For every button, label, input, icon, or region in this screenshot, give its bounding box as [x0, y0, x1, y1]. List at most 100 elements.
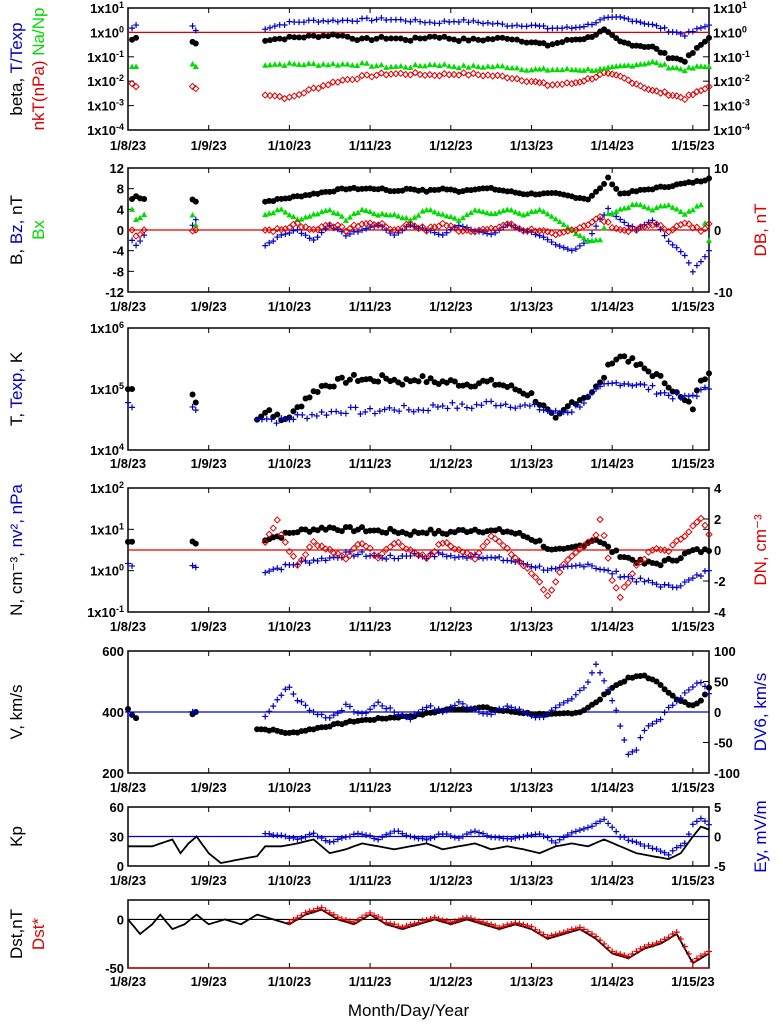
- series-db-point: [584, 221, 592, 229]
- series-nv2-point: [665, 582, 672, 589]
- series-dv6-point: [633, 747, 640, 754]
- series-dststar-point: [318, 904, 325, 911]
- series-ey-point: [484, 832, 491, 839]
- series-dststar-point: [334, 914, 341, 921]
- series-beta-point: [697, 41, 704, 48]
- series-dn-point: [273, 516, 281, 524]
- series-dv6-point: [451, 702, 458, 709]
- series-dststar-point: [363, 912, 370, 919]
- series-ey-point: [350, 831, 357, 838]
- series-nanp-point: [192, 63, 199, 70]
- series-nanp-point: [685, 64, 692, 70]
- series-nanp-point: [572, 66, 579, 73]
- series-dststar-point: [601, 940, 608, 947]
- series-t-point: [471, 383, 478, 390]
- series-beta-point: [480, 37, 487, 44]
- series-dststar-point: [427, 915, 434, 922]
- series-texp-point: [362, 409, 369, 416]
- series-ttexp-point: [617, 13, 624, 20]
- x-tick-label: 1/10/23: [268, 619, 311, 634]
- series-nanp-point: [653, 59, 660, 66]
- series-ey-point: [338, 834, 345, 841]
- series-n-point: [338, 528, 345, 535]
- series-nv2-point: [278, 566, 285, 573]
- series-t-point: [689, 406, 696, 413]
- series-bz-point: [706, 247, 712, 254]
- series-beta-point: [613, 35, 620, 42]
- series-dn-point: [418, 551, 427, 559]
- series-nanp-point: [523, 67, 530, 73]
- series-bx-point: [330, 209, 337, 216]
- series-nanp-point: [593, 67, 600, 73]
- series-dststar-point: [383, 919, 390, 926]
- series-dn-point: [612, 584, 620, 592]
- series-beta-point: [383, 35, 390, 42]
- series-db-point: [188, 227, 197, 235]
- series-dststar-point: [706, 948, 712, 955]
- series-v-point: [597, 696, 604, 703]
- y-tick-label: 8: [117, 182, 124, 197]
- series-n-point: [613, 547, 620, 554]
- series-dv6-point: [463, 704, 470, 711]
- series-nkt-point: [636, 82, 645, 90]
- series-dststar-point: [584, 928, 591, 935]
- series-bx-point: [431, 208, 438, 215]
- series-dv6-point: [681, 689, 688, 696]
- series-bx-point: [476, 207, 483, 214]
- series-nkt-point: [620, 74, 628, 82]
- series-dn-point: [572, 548, 580, 557]
- series-dv6-point: [641, 727, 648, 734]
- series-bz-point: [270, 238, 277, 245]
- series-dststar-point: [629, 951, 636, 958]
- series-ey-point: [322, 837, 329, 844]
- x-tick-label: 1/12/23: [429, 299, 472, 314]
- series-texp-point: [633, 381, 640, 388]
- series-dv6-point: [375, 699, 382, 706]
- x-tick-label: 1/10/23: [268, 299, 311, 314]
- series-nkt-point: [484, 71, 492, 79]
- x-tick-label: 1/15/23: [671, 619, 714, 634]
- y-tick-label: 0: [117, 912, 124, 927]
- series-nanp-point: [613, 63, 620, 69]
- y2-axis-label: DV6, km/s: [751, 673, 770, 751]
- series-t-point: [706, 370, 712, 377]
- series-bx-point: [354, 209, 361, 215]
- series-dv6-point: [685, 686, 692, 693]
- series-db-point: [604, 218, 612, 226]
- series-dn-point: [479, 542, 487, 551]
- series-dv6-point: [411, 711, 418, 718]
- series-bx-point: [516, 210, 523, 216]
- series-nv2-point: [359, 548, 366, 555]
- series-texp-point: [641, 381, 648, 388]
- series-nkt-point: [608, 70, 616, 78]
- series-dv6-point: [419, 706, 426, 713]
- series-texp-point: [478, 402, 485, 409]
- series-texp-point: [706, 386, 712, 392]
- series-dv6-point: [298, 698, 305, 705]
- series-ttexp-point: [281, 22, 288, 29]
- series-dststar-point: [520, 921, 527, 928]
- series-ttexp-point: [436, 20, 443, 27]
- series-texp-point: [625, 381, 632, 388]
- series-beta-point: [470, 35, 477, 42]
- series-nanp-point: [407, 64, 414, 70]
- series-texp-point: [449, 399, 456, 406]
- series-db-point: [620, 226, 628, 234]
- y2-tick-label: 1x10-4: [713, 122, 750, 138]
- series-texp-point: [517, 403, 524, 410]
- series-dststar-point: [480, 919, 487, 926]
- series-nkt-point: [372, 71, 381, 79]
- series-texp-point: [669, 395, 676, 402]
- series-nanp-point: [494, 62, 501, 69]
- series-dn-point: [394, 538, 403, 547]
- series-dv6-point: [568, 695, 575, 702]
- series-dv6-point: [576, 687, 583, 694]
- series-bx-point: [455, 217, 462, 223]
- series-beta-point: [417, 35, 424, 42]
- series-ey-point: [427, 835, 434, 842]
- series-nanp-point: [368, 63, 375, 69]
- series-bx-point: [334, 210, 341, 217]
- series-dststar-point: [625, 953, 632, 960]
- series-ey-point: [544, 834, 551, 841]
